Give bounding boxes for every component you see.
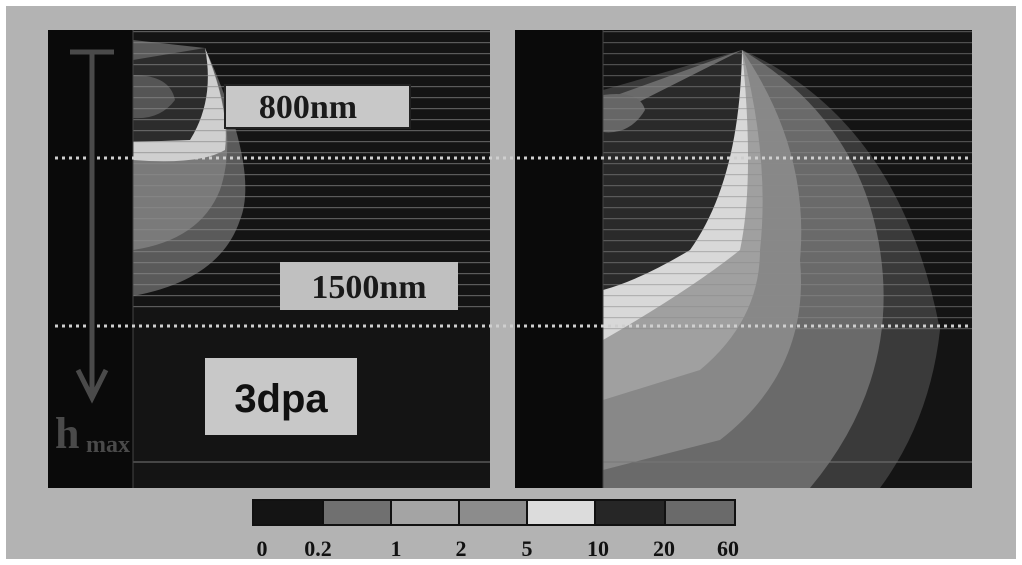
- colorbar: [252, 499, 736, 526]
- right-contours: [603, 30, 972, 488]
- colorbar-label: 2: [456, 536, 467, 561]
- axis-symbol: h: [55, 409, 79, 458]
- colorbar-label: 1: [391, 536, 402, 561]
- depth-label: 800nm: [259, 89, 357, 126]
- depth-arrow: [70, 49, 114, 404]
- colorbar-label: 0.2: [304, 536, 332, 561]
- colorbar-label: 20: [653, 536, 675, 561]
- axis-subscript: max: [86, 432, 130, 458]
- label-box: [224, 84, 411, 129]
- dose-label: 3dpa: [234, 377, 328, 421]
- label-box: [205, 358, 357, 435]
- left-contours: [133, 30, 490, 463]
- label-box: [280, 262, 458, 310]
- colorbar-label: 0: [257, 536, 268, 561]
- colorbar-label: 60: [717, 536, 739, 561]
- depth-label: 1500nm: [311, 269, 426, 306]
- colorbar-label: 5: [522, 536, 533, 561]
- colorbar-label: 10: [587, 536, 609, 561]
- right-strip: [515, 30, 603, 488]
